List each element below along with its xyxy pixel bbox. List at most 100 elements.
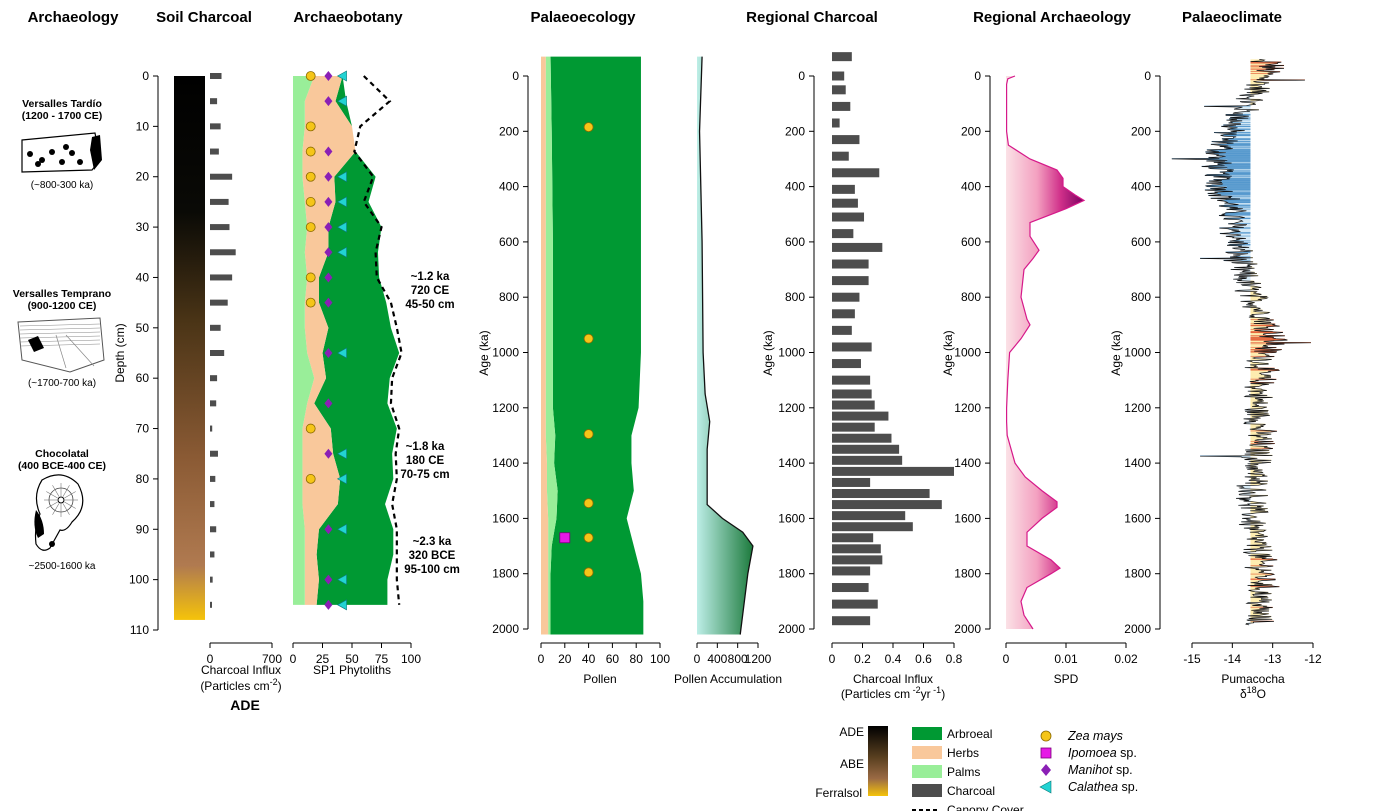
climate-band <box>1250 308 1254 310</box>
climate-band <box>1250 359 1266 361</box>
climate-band <box>1230 176 1251 178</box>
climate-band <box>1250 597 1262 599</box>
climate-band <box>1250 69 1257 71</box>
climate-band <box>1250 291 1256 293</box>
x-axis-unit: δ18O <box>1240 685 1266 701</box>
y-tick-label: 200 <box>499 124 519 138</box>
climate-band <box>1250 606 1273 608</box>
climate-band <box>1250 405 1253 407</box>
y-tick-label: 1600 <box>778 511 805 525</box>
climate-band <box>1250 370 1268 372</box>
manihot-marker <box>324 599 333 610</box>
manihot-marker <box>324 96 333 107</box>
manihot-marker <box>324 146 333 157</box>
x-tick-label: -12 <box>1304 652 1322 666</box>
manihot-marker <box>324 247 333 258</box>
climate-band <box>1250 353 1266 354</box>
climate-band <box>1250 293 1262 295</box>
climate-band <box>1225 152 1251 153</box>
climate-band <box>1248 115 1251 117</box>
climate-band <box>1237 140 1251 142</box>
climate-band <box>1234 290 1251 292</box>
x-axis-unit: (Particles cm-2) <box>200 677 281 693</box>
climate-band <box>1250 568 1256 570</box>
climate-band <box>1250 76 1268 78</box>
climate-band <box>1205 152 1251 154</box>
climate-band <box>1217 192 1251 193</box>
climate-band <box>1250 478 1252 480</box>
climate-band <box>1224 212 1251 214</box>
climate-band <box>1226 177 1251 179</box>
sherd-crack <box>65 334 95 367</box>
charcoal-bar <box>832 151 849 161</box>
climate-band <box>1242 456 1251 458</box>
climate-band <box>1250 564 1260 565</box>
charcoal-bar <box>832 292 860 302</box>
charcoal-bar <box>832 566 871 576</box>
climate-band <box>1243 113 1251 115</box>
climate-band <box>1213 176 1251 178</box>
climate-band <box>1250 430 1277 432</box>
climate-band <box>1250 526 1260 528</box>
climate-band <box>1229 126 1251 128</box>
x-axis-label: SP1 Phytoliths <box>313 663 391 677</box>
manihot-marker <box>324 222 333 233</box>
legend-soil-top: ADE <box>839 725 864 739</box>
climate-band <box>1250 287 1253 289</box>
climate-band <box>1250 604 1262 605</box>
climate-band <box>1250 102 1254 104</box>
climate-band <box>1217 199 1251 201</box>
climate-band <box>1204 174 1251 176</box>
climate-band <box>1240 123 1251 125</box>
climate-band <box>1250 526 1257 527</box>
climate-band <box>1250 350 1255 352</box>
charcoal-bar <box>832 309 855 319</box>
climate-band <box>1228 138 1251 140</box>
climate-band <box>1239 239 1251 240</box>
climate-band <box>1240 249 1251 251</box>
charcoal-bar <box>832 135 860 145</box>
climate-band <box>1207 185 1251 187</box>
climate-band <box>1250 357 1254 359</box>
climate-band <box>1250 344 1268 346</box>
charcoal-bar <box>210 173 233 180</box>
climate-band <box>1240 107 1251 108</box>
climate-band <box>1250 338 1285 340</box>
climate-band <box>1250 283 1254 285</box>
climate-band <box>1250 579 1276 581</box>
climate-band <box>1250 351 1276 353</box>
annotation-1: ~1.2 ka 720 CE 45-50 cm <box>405 270 454 312</box>
charcoal-bar <box>210 551 215 558</box>
climate-band <box>1239 221 1251 222</box>
climate-band <box>1250 328 1274 330</box>
climate-band <box>1250 426 1256 428</box>
climate-band <box>1219 154 1251 155</box>
charcoal-bar <box>832 433 892 443</box>
site-versalles-tardio: Versalles Tardío (1200 - 1700 CE) <box>0 98 127 122</box>
climate-band <box>1250 311 1256 312</box>
climate-band <box>1216 154 1251 156</box>
climate-band <box>1250 337 1274 339</box>
legend-soil-scale <box>868 726 888 796</box>
legend-taxon-label: Ipomoea sp. <box>1068 746 1137 760</box>
annotation-line: ~2.3 ka <box>412 536 452 548</box>
climate-band <box>1235 211 1251 213</box>
climate-band <box>1217 163 1251 164</box>
climate-band <box>1242 245 1251 247</box>
y-tick-label: 600 <box>499 235 519 249</box>
climate-band <box>1250 78 1265 79</box>
climate-band <box>1250 559 1269 561</box>
x-axis-label: Pollen <box>583 672 616 686</box>
charcoal-bar <box>832 466 954 476</box>
climate-band <box>1250 600 1263 602</box>
climate-band <box>1250 604 1253 606</box>
climate-band <box>1229 240 1251 242</box>
climate-band <box>1250 346 1263 348</box>
climate-band <box>1234 222 1251 224</box>
climate-band <box>1242 220 1251 222</box>
climate-band <box>1250 99 1264 101</box>
climate-band <box>1250 337 1276 339</box>
climate-band <box>1250 530 1265 531</box>
sherd-ray <box>52 485 60 497</box>
sherd-dot <box>35 161 41 167</box>
